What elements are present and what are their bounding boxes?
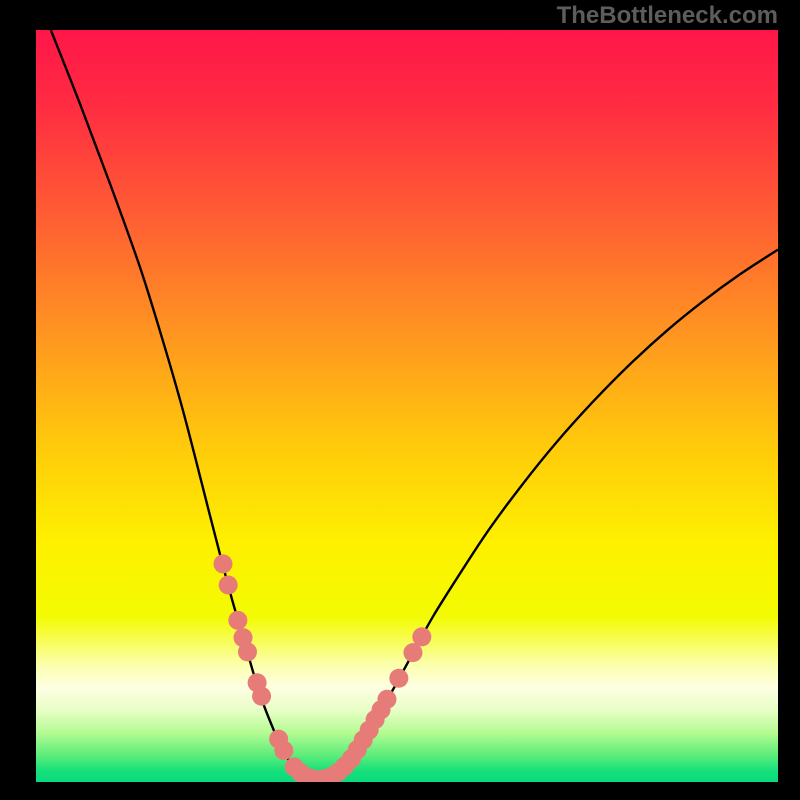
curve-marker (274, 741, 293, 760)
bottleneck-curve (51, 30, 778, 780)
curve-marker (219, 575, 238, 594)
curve-marker (389, 669, 408, 688)
watermark-text: TheBottleneck.com (557, 2, 778, 30)
curve-marker (252, 687, 271, 706)
curve-marker (213, 554, 232, 573)
curve-marker (412, 627, 431, 646)
curve-marker (377, 690, 396, 709)
chart-overlay (36, 30, 778, 782)
plot-area (36, 30, 778, 782)
curve-marker (238, 642, 257, 661)
curve-marker (228, 611, 247, 630)
